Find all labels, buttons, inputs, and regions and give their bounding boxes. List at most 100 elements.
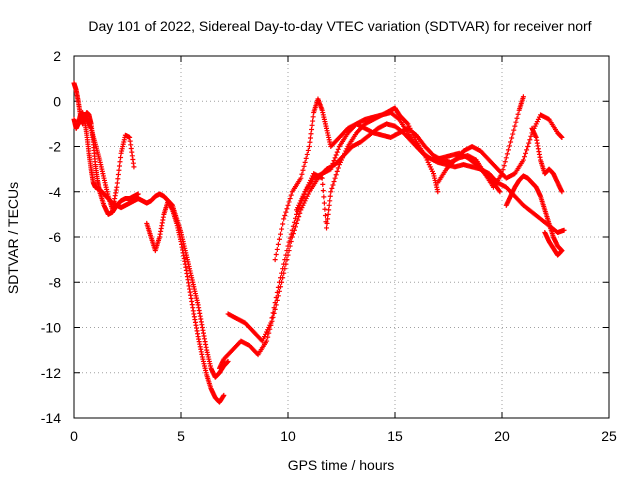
data-point [285,202,291,208]
data-point [273,295,279,301]
series-4 [217,121,567,371]
data-point [281,261,287,267]
data-point [282,213,288,219]
data-point [287,235,293,241]
data-point [274,289,280,295]
data-point [303,155,309,161]
data-point [308,131,314,137]
series-10 [529,125,565,195]
data-point [307,139,313,145]
data-point [268,320,274,326]
data-point [524,147,530,153]
data-point [273,252,279,258]
data-point [509,135,515,141]
data-point [329,163,335,169]
data-point [299,171,305,177]
data-point [527,137,533,143]
x-tick-label: 10 [280,428,296,444]
data-point [281,216,287,222]
data-point [280,266,286,272]
data-point [503,155,509,161]
data-point [334,149,340,155]
data-point [278,231,284,237]
x-tick-label: 25 [601,428,617,444]
chart-title: Day 101 of 2022, Sidereal Day-to-day VTE… [88,18,591,34]
data-point [506,143,512,149]
y-tick-label: -2 [49,139,62,155]
data-point [116,167,122,173]
data-point [526,140,532,146]
x-tick-label: 20 [494,428,510,444]
data-point [116,163,122,169]
data-point [310,118,316,124]
data-point [501,163,507,169]
data-point [326,207,332,213]
data-point [329,185,335,191]
data-point [333,172,339,178]
data-point [276,279,282,285]
data-point [525,144,531,149]
data-point [286,199,292,205]
data-point [284,248,290,254]
x-tick-labels: 0 5 10 15 20 25 [70,428,617,444]
data-point [331,179,337,185]
y-tick-label: 0 [53,93,61,109]
data-point [298,175,304,181]
data-point [279,226,285,232]
data-point [328,189,334,195]
x-tick-label: 0 [70,428,78,444]
y-tick-label: -6 [49,229,62,245]
data-point [333,152,339,158]
data-point [282,257,288,263]
data-point [271,305,277,311]
data-point [279,270,285,276]
data-point [288,192,294,198]
data-point [221,392,227,398]
data-point [515,111,521,117]
data-point [327,193,333,199]
data-point [320,181,326,187]
data-point [309,127,315,133]
data-point [497,189,503,195]
data-point [330,160,336,166]
series-8 [435,112,565,186]
data-point [321,200,327,206]
data-point [505,147,511,153]
series-2 [80,112,137,213]
data-point [332,175,338,181]
data-point [309,122,315,128]
data-point [500,167,506,173]
data-point [302,159,308,165]
data-point [117,159,123,165]
data-point [272,257,278,263]
series-5 [225,110,503,344]
data-point [502,159,508,165]
data-point [285,243,291,249]
data-point [280,221,286,227]
data-point [326,202,332,208]
data-point [283,209,289,215]
data-point [320,188,326,194]
data-point [510,131,516,137]
data-point [269,315,275,321]
data-point [330,182,336,188]
data-point [325,211,331,217]
data-point [272,300,278,306]
data-point [328,166,334,172]
data-point [324,220,330,226]
data-point [319,175,325,181]
data-point [292,215,298,221]
data-point [335,165,341,171]
data-point [131,164,137,170]
y-tick-label: -4 [49,184,62,200]
data-point [114,184,120,190]
data-point [300,167,306,173]
data-point [523,150,529,156]
data-point [290,223,296,229]
data-point [327,198,333,204]
x-axis-label: GPS time / hours [288,457,395,473]
data-point [304,151,310,157]
y-tick-label: -10 [41,320,61,336]
data-point [520,157,526,163]
